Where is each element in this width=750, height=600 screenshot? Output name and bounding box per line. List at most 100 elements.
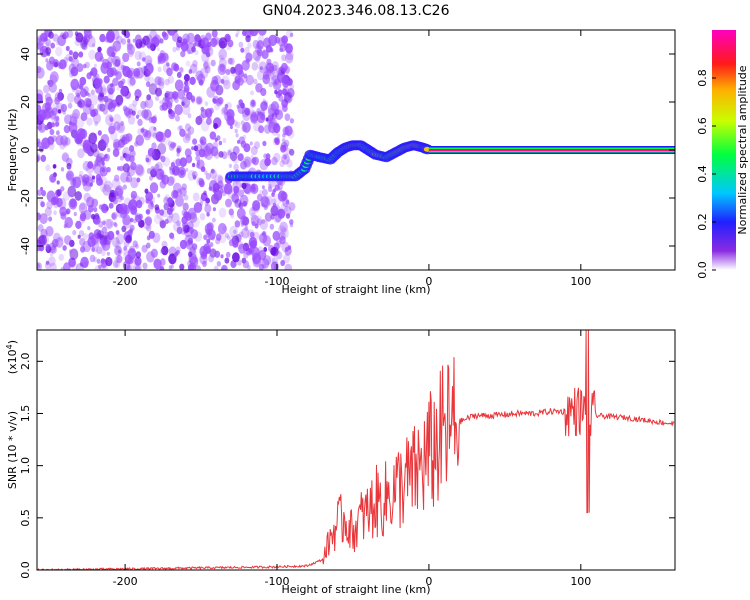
- noise-blob: [258, 250, 267, 261]
- noise-blob: [48, 82, 58, 93]
- noise-blob: [146, 94, 152, 101]
- noise-blob: [134, 212, 141, 221]
- noise-blob: [226, 235, 231, 240]
- noise-blob: [138, 196, 145, 205]
- noise-blob: [221, 106, 228, 115]
- noise-blob: [164, 128, 172, 138]
- noise-blob: [124, 197, 131, 206]
- noise-blob: [166, 176, 175, 187]
- noise-blob: [218, 48, 227, 60]
- colorbar: 0.0 0.2 0.4 0.6 0.8 Normalized spectral ampl…: [696, 30, 749, 279]
- noise-blob: [160, 155, 166, 163]
- noise-blob: [134, 95, 140, 102]
- noise-blob: [231, 193, 240, 203]
- noise-blob: [148, 125, 157, 137]
- noise-blob: [184, 148, 192, 158]
- noise-blob: [75, 220, 82, 229]
- noise-blob: [143, 109, 152, 121]
- noise-blob: [192, 60, 198, 68]
- noise-blob: [247, 107, 254, 117]
- noise-blob: [78, 51, 84, 58]
- noise-blob: [176, 71, 182, 78]
- noise-blob: [37, 141, 42, 148]
- bottom-scale-note: (x104): [5, 340, 19, 374]
- noise-blob: [192, 138, 198, 145]
- noise-blob: [213, 123, 219, 130]
- noise-blob: [144, 62, 154, 75]
- noise-blob: [187, 113, 192, 119]
- noise-blob: [166, 215, 173, 224]
- noise-blob: [283, 205, 292, 217]
- noise-blob: [244, 46, 250, 55]
- noise-blob: [145, 81, 151, 88]
- noise-blob: [287, 78, 293, 86]
- noise-blob: [266, 62, 275, 74]
- noise-blob: [70, 178, 77, 187]
- noise-blob: [90, 89, 95, 96]
- noise-blob: [159, 265, 165, 270]
- noise-blob: [68, 50, 73, 56]
- noise-blob: [277, 208, 286, 219]
- noise-blob: [227, 57, 233, 65]
- noise-blob: [204, 200, 209, 207]
- noise-blob: [40, 154, 47, 162]
- noise-blob: [92, 43, 96, 48]
- noise-blob: [245, 35, 251, 43]
- noise-blob: [45, 164, 51, 172]
- noise-blob: [265, 153, 271, 160]
- noise-blob: [235, 63, 243, 73]
- noise-blob: [48, 56, 55, 65]
- noise-blob: [113, 140, 122, 151]
- noise-blob: [192, 174, 197, 180]
- noise-blob: [199, 180, 205, 188]
- noise-blob: [87, 226, 91, 231]
- y-tick-label: 1.0: [19, 457, 32, 475]
- noise-blob: [249, 30, 259, 37]
- noise-blob: [256, 218, 263, 226]
- noise-blob: [261, 219, 266, 224]
- noise-blob: [210, 146, 219, 157]
- snr-panel: -200 -100 0 100 0.0 0.5 1.0 1.5 2.0 Height of s…: [5, 329, 676, 596]
- noise-blob: [237, 77, 244, 86]
- noise-blob: [116, 233, 125, 245]
- noise-blob: [127, 49, 134, 58]
- noise-blob: [280, 191, 288, 201]
- colorbar-tick-label: 0.8: [696, 69, 709, 87]
- noise-blob: [167, 75, 175, 84]
- noise-blob: [181, 209, 188, 217]
- noise-blob: [250, 90, 254, 96]
- noise-blob: [106, 61, 113, 69]
- noise-blob: [123, 240, 130, 248]
- noise-blob: [182, 224, 190, 234]
- noise-blob: [44, 124, 49, 131]
- noise-blob: [157, 169, 166, 180]
- noise-blob: [235, 33, 239, 38]
- top-x-axis-label: Height of straight line (km): [281, 283, 430, 296]
- noise-blob: [176, 226, 183, 235]
- noise-blob: [103, 218, 112, 230]
- noise-blob: [282, 133, 286, 138]
- noise-blob: [184, 123, 191, 131]
- noise-blob: [170, 94, 176, 102]
- noise-blob: [257, 35, 265, 44]
- noise-blob: [270, 205, 279, 216]
- noise-blob: [206, 222, 214, 232]
- noise-blob: [155, 161, 163, 172]
- colorbar-tick-label: 0.2: [696, 213, 709, 231]
- noise-blob: [193, 145, 199, 152]
- noise-blob: [191, 46, 197, 53]
- noise-blob: [224, 232, 229, 238]
- noise-blob: [64, 235, 72, 245]
- noise-blob: [214, 250, 221, 258]
- noise-blob: [198, 114, 202, 120]
- noise-blob: [99, 166, 108, 177]
- noise-blob: [159, 173, 163, 178]
- noise-blob: [256, 40, 264, 50]
- noise-blob: [87, 161, 94, 169]
- noise-blob: [229, 151, 238, 162]
- noise-blob: [255, 55, 261, 63]
- noise-blob: [131, 194, 136, 201]
- noise-blob: [244, 225, 249, 232]
- noise-blob: [171, 189, 179, 199]
- noise-blob: [154, 204, 160, 211]
